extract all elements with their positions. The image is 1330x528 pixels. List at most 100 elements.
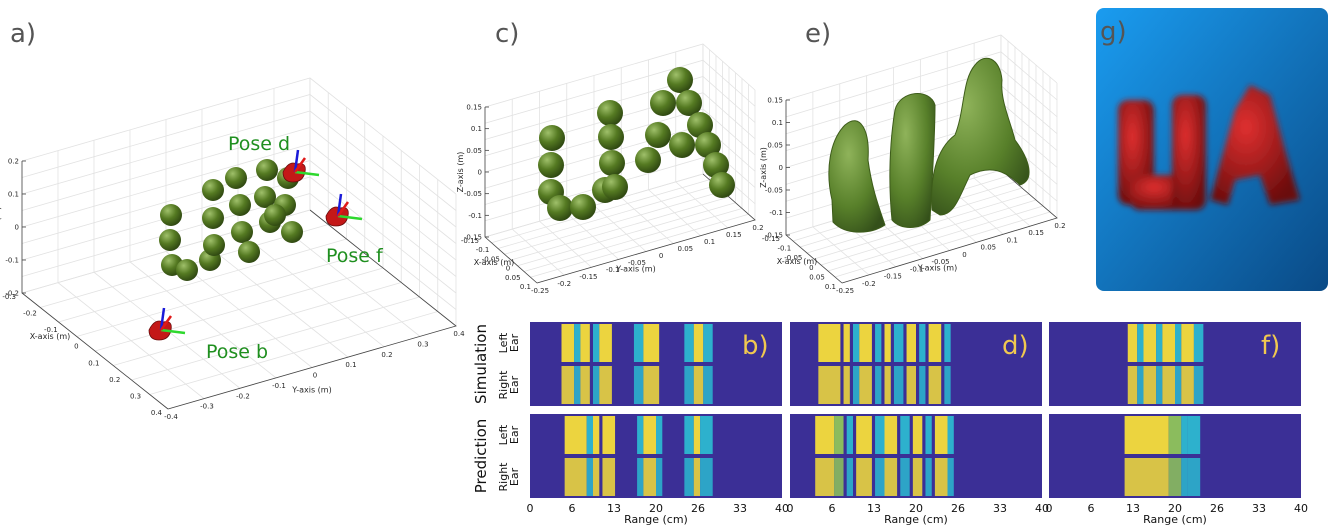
sphere xyxy=(225,167,247,189)
spectrogram-band xyxy=(656,416,663,454)
spectrogram-band xyxy=(875,458,885,496)
sphere xyxy=(176,259,198,281)
spectrogram-band xyxy=(1127,324,1138,362)
sphere xyxy=(238,241,260,263)
x-tick-label: 0 xyxy=(527,502,534,515)
spectrogram-band xyxy=(912,416,923,454)
z-tick-label: -0.1 xyxy=(468,212,482,220)
grid-line xyxy=(497,185,717,249)
spectrogram-band xyxy=(693,324,704,362)
sphere xyxy=(695,132,721,158)
sphere xyxy=(597,100,623,126)
shape-blob xyxy=(931,57,1030,216)
sphere xyxy=(709,172,735,198)
x-tick-label: 0 xyxy=(74,343,78,351)
spectrogram-band xyxy=(919,366,926,404)
z-tick-label: -0.1 xyxy=(769,209,783,217)
spectrogram-band xyxy=(700,458,713,496)
x-tick-label: 0.1 xyxy=(88,359,99,367)
sphere xyxy=(203,234,225,256)
axis-red xyxy=(336,201,350,217)
spectrogram-band xyxy=(834,416,844,454)
x-tick-label: 26 xyxy=(691,502,705,515)
spectrogram-band xyxy=(684,458,694,496)
x-tick-label: 6 xyxy=(829,502,836,515)
spectrogram-band xyxy=(1168,458,1182,496)
x-tick-label: 0.05 xyxy=(505,274,521,282)
spectrogram-band xyxy=(1181,416,1188,454)
sphere xyxy=(599,150,625,176)
sphere xyxy=(202,179,224,201)
spectrogram-band xyxy=(1162,324,1175,362)
y-tick-label: -0.15 xyxy=(884,273,902,281)
spectrogram-band xyxy=(947,458,954,496)
box-line xyxy=(21,161,169,410)
z-axis-title: Z-axis (m) xyxy=(759,147,768,188)
x-tick-label: 13 xyxy=(607,502,621,515)
spectrogram-band xyxy=(1187,458,1201,496)
y-tick-label: -0.3 xyxy=(200,403,214,411)
axis-green xyxy=(294,170,320,177)
spectrogram-band xyxy=(1137,366,1144,404)
z-axis-title: Z-axis (m) xyxy=(456,152,465,193)
spectrogram-band xyxy=(846,416,853,454)
x-tick-label: 26 xyxy=(1210,502,1224,515)
spectrogram-band xyxy=(700,416,713,454)
panel-label: g) xyxy=(1100,17,1127,47)
spectrogram-band xyxy=(637,458,644,496)
spectrogram-band xyxy=(1156,366,1163,404)
spectrogram-band xyxy=(843,366,850,404)
grid-line xyxy=(973,177,1031,227)
sphere xyxy=(254,186,276,208)
spectrogram-band xyxy=(564,416,587,454)
y-tick-label: -0.15 xyxy=(579,273,597,281)
grid-line xyxy=(648,189,701,237)
spectrogram-band xyxy=(884,324,891,362)
spectrogram-band xyxy=(893,366,904,404)
x-tick-label: 13 xyxy=(1126,502,1140,515)
z-tick-label: 0 xyxy=(478,169,482,177)
spectrogram-band xyxy=(1187,416,1201,454)
y-tick-label: -0.1 xyxy=(272,382,286,390)
spectrogram-band xyxy=(643,366,660,404)
spectrogram-band xyxy=(815,416,835,454)
pose-label: Pose b xyxy=(206,341,268,363)
y-tick-label: 0.4 xyxy=(453,330,465,338)
spectrogram-band xyxy=(643,324,660,362)
spectrogram-band xyxy=(900,458,910,496)
sphere xyxy=(650,90,676,116)
sphere xyxy=(547,195,573,221)
y-tick-label: 0.2 xyxy=(752,224,763,232)
grid-line xyxy=(620,197,674,244)
y-axis-title: Y-axis (m) xyxy=(615,265,655,274)
x-tick-label: -0.1 xyxy=(44,326,58,334)
x-tick-label: 0.05 xyxy=(809,273,825,281)
x-tick-label: 20 xyxy=(1168,502,1182,515)
z-axis-title: Z-axis (m) xyxy=(0,207,2,248)
spectrogram-band xyxy=(643,416,656,454)
y-tick-label: -0.25 xyxy=(531,287,549,295)
spectrogram-band xyxy=(693,458,701,496)
y-tick-label: 0.1 xyxy=(1007,236,1018,244)
z-tick-label: 0.05 xyxy=(466,147,482,155)
x-tick-label: 40 xyxy=(775,502,789,515)
z-tick-label: -0.1 xyxy=(5,257,19,265)
y-tick-label: 0.1 xyxy=(704,238,715,246)
grid-line xyxy=(76,253,365,337)
z-tick-label: 0.1 xyxy=(8,191,19,199)
spectrogram-band xyxy=(818,366,841,404)
spectrogram-band xyxy=(1181,366,1194,404)
x-axis-title: Range (cm) xyxy=(1143,513,1207,526)
y-tick-label: -0.1 xyxy=(606,266,620,274)
x-tick-label: 0 xyxy=(506,265,510,273)
ear-label: Ear xyxy=(508,375,521,394)
grid-line xyxy=(58,238,347,323)
z-tick-label: -0.05 xyxy=(765,187,783,195)
spectrogram-band xyxy=(947,416,954,454)
spectrogram-band xyxy=(893,324,904,362)
spectrogram-band xyxy=(586,416,593,454)
grid-line xyxy=(94,267,384,352)
spectrogram-band xyxy=(580,324,590,362)
axis-red xyxy=(293,157,307,173)
panel-label: a) xyxy=(10,19,36,49)
